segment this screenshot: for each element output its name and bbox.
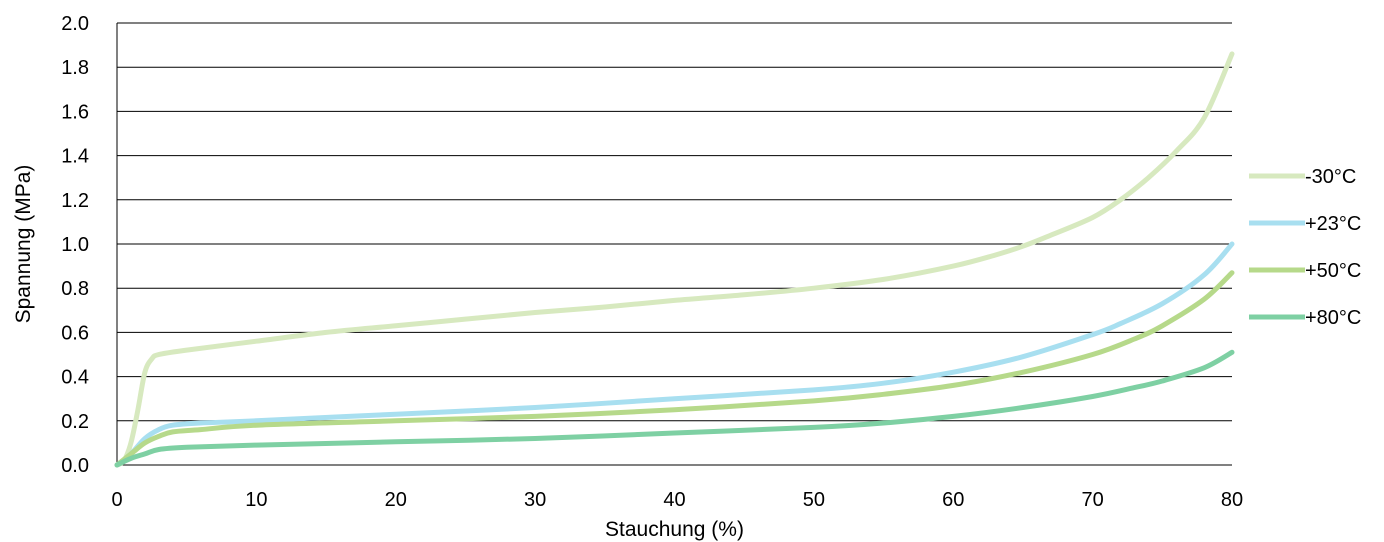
y-axis-label: Spannung (MPa) xyxy=(12,165,35,324)
y-tick-label: 1.8 xyxy=(61,57,89,79)
x-tick-labels: 0 10 20 30 40 50 60 70 80 xyxy=(111,489,1243,511)
y-tick-label: 1.6 xyxy=(61,101,89,123)
legend-label: +23°C xyxy=(1305,213,1361,235)
y-tick-label: 1.4 xyxy=(61,146,89,168)
x-tick-label: 60 xyxy=(942,489,964,511)
series-line-1 xyxy=(114,241,1235,468)
series-line-0 xyxy=(114,51,1235,468)
legend: -30°C +23°C +50°C +80°C xyxy=(1249,166,1361,329)
x-tick-label: 0 xyxy=(111,489,122,511)
legend-label: +50°C xyxy=(1305,260,1361,282)
series-lines xyxy=(114,51,1235,468)
x-axis-label: Stauchung (%) xyxy=(605,518,744,541)
y-tick-label: 0.0 xyxy=(61,455,89,477)
y-tick-label: 2.0 xyxy=(61,13,89,35)
grid-lines xyxy=(117,22,1232,422)
x-tick-label: 50 xyxy=(803,489,825,511)
x-tick-label: 20 xyxy=(385,489,407,511)
series-line-3 xyxy=(114,349,1235,468)
y-tick-label: 1.0 xyxy=(61,234,89,256)
y-tick-label: 0.8 xyxy=(61,278,89,300)
y-tick-label: 1.2 xyxy=(61,190,89,212)
x-tick-label: 40 xyxy=(663,489,685,511)
x-tick-label: 10 xyxy=(245,489,267,511)
legend-label: +80°C xyxy=(1305,307,1361,329)
y-tick-label: 0.2 xyxy=(61,411,89,433)
x-tick-label: 30 xyxy=(524,489,546,511)
legend-label: -30°C xyxy=(1305,166,1356,188)
series-line-2 xyxy=(114,270,1235,468)
y-tick-label: 0.4 xyxy=(61,367,89,389)
y-tick-labels: 0.0 0.2 0.4 0.6 0.8 1.0 1.2 1.4 1.6 1.8 2.0 xyxy=(61,13,89,477)
x-tick-label: 70 xyxy=(1082,489,1104,511)
x-tick-label: 80 xyxy=(1221,489,1243,511)
y-tick-label: 0.6 xyxy=(61,322,89,344)
